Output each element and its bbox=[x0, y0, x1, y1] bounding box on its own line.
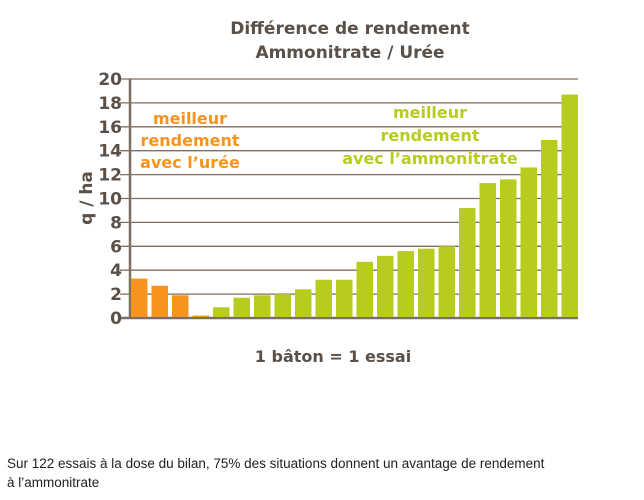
annotation-ammonitrate-3: avec l’ammonitrate bbox=[342, 149, 518, 168]
bar-ammonitrate bbox=[397, 251, 414, 317]
x-axis-label: 1 bâton = 1 essai bbox=[255, 347, 411, 366]
annotation-uree-3: avec l’urée bbox=[140, 153, 240, 172]
y-tick-label: 18 bbox=[98, 94, 122, 114]
bar-uree bbox=[172, 295, 189, 317]
bar-ammonitrate bbox=[356, 261, 373, 317]
bar-ammonitrate bbox=[541, 139, 558, 317]
bar-ammonitrate bbox=[233, 297, 250, 317]
annotation-ammonitrate-1: meilleur bbox=[393, 103, 467, 122]
annotation-uree-1: meilleur bbox=[153, 109, 227, 128]
annotation-ammonitrate-2: rendement bbox=[381, 126, 480, 145]
bar-ammonitrate bbox=[254, 295, 271, 317]
bar-chart: 0 2 4 6 8 10 12 14 16 18 20 Différence de rendemen… bbox=[77, 19, 578, 366]
bar-ammonitrate bbox=[438, 246, 455, 317]
bar-ammonitrate bbox=[459, 208, 476, 317]
caption-line1: Sur 122 essais à la dose du bilan, 75% d… bbox=[7, 456, 545, 471]
y-tick-label: 10 bbox=[98, 190, 122, 210]
bar-ammonitrate bbox=[500, 179, 517, 317]
bar-uree bbox=[192, 315, 209, 317]
chart-title-line1: Différence de rendement bbox=[230, 19, 470, 39]
bar-uree bbox=[151, 285, 168, 317]
y-tick-label: 4 bbox=[110, 261, 122, 281]
bar-ammonitrate bbox=[315, 279, 332, 317]
chart-title-line2: Ammonitrate / Urée bbox=[255, 43, 444, 63]
bar-ammonitrate bbox=[561, 94, 578, 317]
caption: Sur 122 essais à la dose du bilan, 75% d… bbox=[7, 454, 639, 492]
annotation-uree-2: rendement bbox=[141, 131, 240, 150]
y-tick-label: 16 bbox=[98, 118, 122, 138]
y-tick-label: 8 bbox=[110, 213, 122, 233]
y-tick-label: 20 bbox=[98, 70, 122, 90]
bar-ammonitrate bbox=[418, 248, 435, 317]
bar-ammonitrate bbox=[479, 182, 496, 317]
bar-uree bbox=[131, 278, 148, 317]
y-tick-label: 2 bbox=[110, 285, 122, 305]
y-tick-label: 6 bbox=[110, 237, 122, 257]
bar-ammonitrate bbox=[295, 289, 312, 317]
y-axis-label: q / ha bbox=[77, 171, 97, 225]
y-tick-label: 0 bbox=[110, 309, 122, 329]
bar-ammonitrate bbox=[377, 255, 394, 317]
y-tick-label: 12 bbox=[98, 166, 122, 186]
bar-ammonitrate bbox=[213, 307, 230, 317]
bar-ammonitrate bbox=[274, 294, 291, 317]
bar-ammonitrate bbox=[336, 279, 353, 317]
y-tick-label: 14 bbox=[98, 142, 122, 162]
bar-ammonitrate bbox=[520, 167, 537, 317]
caption-line2: à l’ammonitrate bbox=[7, 475, 100, 490]
